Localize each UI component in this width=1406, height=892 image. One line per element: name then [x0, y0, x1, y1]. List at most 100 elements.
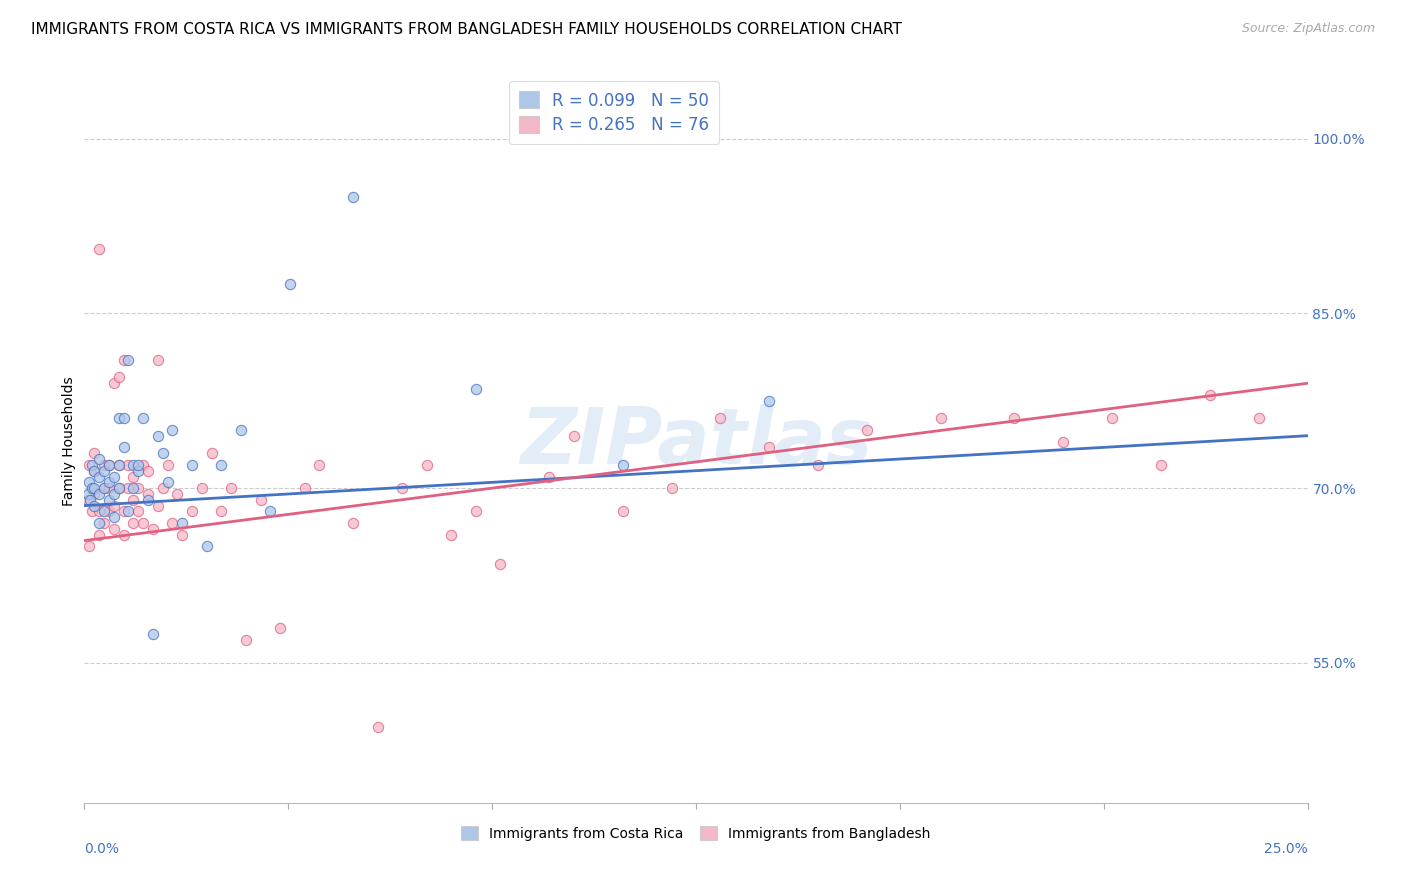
Point	[132, 411, 155, 425]
Point	[195, 540, 218, 554]
Point	[127, 464, 149, 478]
Point	[77, 475, 100, 490]
Point	[259, 504, 281, 518]
Point	[122, 492, 145, 507]
Point	[136, 464, 159, 478]
Point	[107, 458, 129, 472]
Point	[162, 423, 184, 437]
Point	[142, 522, 165, 536]
Point	[191, 481, 214, 495]
Point	[97, 492, 120, 507]
Point	[93, 464, 115, 478]
Point	[103, 376, 125, 391]
Point	[294, 481, 316, 495]
Point	[80, 458, 103, 472]
Point	[97, 475, 120, 490]
Text: 0.0%: 0.0%	[84, 842, 120, 855]
Point	[77, 458, 100, 472]
Point	[107, 481, 129, 495]
Point	[142, 627, 165, 641]
Point	[97, 458, 120, 472]
Point	[342, 190, 364, 204]
Point	[612, 458, 634, 472]
Point	[122, 469, 145, 483]
Point	[219, 481, 242, 495]
Point	[235, 632, 257, 647]
Point	[83, 481, 105, 495]
Point	[122, 516, 145, 530]
Point	[77, 492, 100, 507]
Point	[166, 487, 188, 501]
Point	[87, 487, 110, 501]
Point	[152, 481, 174, 495]
Point	[146, 428, 169, 442]
Point	[172, 516, 194, 530]
Point	[1052, 434, 1074, 449]
Point	[93, 516, 115, 530]
Point	[112, 411, 135, 425]
Point	[1101, 411, 1123, 425]
Point	[562, 428, 585, 442]
Point	[172, 528, 194, 542]
Point	[416, 458, 439, 472]
Point	[709, 411, 731, 425]
Point	[209, 504, 232, 518]
Point	[107, 481, 129, 495]
Point	[127, 504, 149, 518]
Point	[83, 464, 105, 478]
Point	[132, 458, 155, 472]
Point	[103, 522, 125, 536]
Point	[229, 423, 252, 437]
Point	[464, 504, 486, 518]
Text: ZIPatlas: ZIPatlas	[520, 403, 872, 480]
Point	[79, 492, 101, 507]
Point	[93, 504, 115, 518]
Point	[117, 481, 139, 495]
Point	[87, 242, 110, 256]
Point	[181, 458, 204, 472]
Y-axis label: Family Households: Family Households	[62, 376, 76, 507]
Text: Source: ZipAtlas.com: Source: ZipAtlas.com	[1241, 22, 1375, 36]
Point	[117, 504, 139, 518]
Point	[103, 510, 125, 524]
Point	[856, 423, 879, 437]
Point	[97, 504, 120, 518]
Point	[87, 504, 110, 518]
Point	[83, 464, 105, 478]
Point	[152, 446, 174, 460]
Point	[489, 557, 512, 571]
Point	[87, 528, 110, 542]
Point	[93, 458, 115, 472]
Point	[758, 441, 780, 455]
Point	[107, 370, 129, 384]
Point	[127, 458, 149, 472]
Text: IMMIGRANTS FROM COSTA RICA VS IMMIGRANTS FROM BANGLADESH FAMILY HOUSEHOLDS CORRE: IMMIGRANTS FROM COSTA RICA VS IMMIGRANTS…	[31, 22, 901, 37]
Point	[661, 481, 683, 495]
Point	[112, 353, 135, 368]
Point	[269, 621, 291, 635]
Point	[1002, 411, 1025, 425]
Point	[103, 499, 125, 513]
Point	[117, 353, 139, 368]
Point	[1247, 411, 1270, 425]
Point	[156, 458, 179, 472]
Point	[127, 481, 149, 495]
Point	[77, 540, 100, 554]
Point	[278, 277, 301, 292]
Point	[97, 481, 120, 495]
Point	[1198, 388, 1220, 402]
Point	[181, 504, 204, 518]
Point	[136, 487, 159, 501]
Point	[117, 458, 139, 472]
Point	[107, 458, 129, 472]
Point	[342, 516, 364, 530]
Point	[440, 528, 463, 542]
Point	[807, 458, 830, 472]
Point	[464, 382, 486, 396]
Point	[103, 469, 125, 483]
Point	[87, 452, 110, 467]
Legend: Immigrants from Costa Rica, Immigrants from Bangladesh: Immigrants from Costa Rica, Immigrants f…	[456, 821, 936, 847]
Point	[83, 487, 105, 501]
Point	[136, 492, 159, 507]
Point	[107, 411, 129, 425]
